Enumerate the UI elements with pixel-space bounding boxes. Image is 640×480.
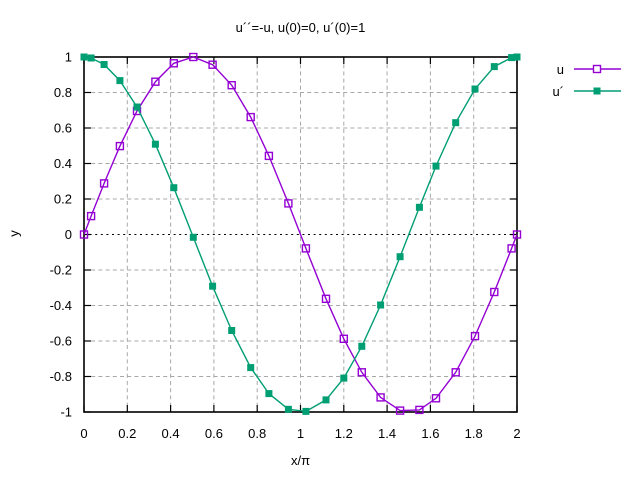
marker-u xyxy=(208,60,217,69)
marker-u xyxy=(512,230,522,239)
marker-u-prime xyxy=(513,53,521,61)
plot-title: u´´=-u, u(0)=0, u´(0)=1 xyxy=(235,20,366,35)
marker-u xyxy=(115,141,125,151)
y-tick-label: 0.2 xyxy=(54,192,72,207)
marker-u xyxy=(507,244,516,253)
marker-u-prime xyxy=(100,61,108,68)
marker-u-prime xyxy=(415,203,423,211)
marker-u xyxy=(321,294,331,303)
y-tick-label: -0.2 xyxy=(50,263,72,278)
marker-u-prime xyxy=(116,77,124,85)
legend-label-u-prime: u´ xyxy=(552,83,564,99)
marker-u-prime xyxy=(133,103,141,111)
legend-label-u: u xyxy=(556,61,564,77)
y-tick-label: -0.6 xyxy=(50,334,72,349)
y-tick-label: 0.6 xyxy=(54,121,72,136)
marker-u-prime xyxy=(209,282,217,290)
marker-u-prime xyxy=(265,390,273,398)
marker-u xyxy=(415,405,424,415)
x-tick-label: 1.4 xyxy=(378,426,396,441)
marker-u-prime xyxy=(87,54,95,62)
marker-u xyxy=(86,211,96,221)
marker-u-prime xyxy=(452,119,460,127)
marker-u xyxy=(264,151,274,161)
marker-u-prime xyxy=(340,374,348,382)
marker-u-prime xyxy=(189,233,197,241)
y-tick-label: -0.8 xyxy=(50,369,72,384)
marker-u-prime xyxy=(432,162,440,170)
marker-u xyxy=(99,179,109,188)
y-tick-label: 0 xyxy=(65,227,72,242)
legend-marker-u-prime xyxy=(593,87,601,95)
marker-u xyxy=(227,80,236,90)
marker-u-prime xyxy=(508,54,516,62)
marker-u xyxy=(339,334,348,343)
x-tick-label: 0.6 xyxy=(205,426,223,441)
marker-u-prime xyxy=(284,405,292,413)
legend-entry-u: u xyxy=(536,61,623,77)
y-axis-label: y xyxy=(6,230,22,237)
series-line-u-prime xyxy=(83,56,518,413)
x-tick-label: 1.2 xyxy=(335,426,353,441)
x-tick-label: 0 xyxy=(80,426,87,441)
y-tick-label: 0.8 xyxy=(54,85,72,100)
y-tick-label: 1 xyxy=(65,50,72,65)
marker-u-prime xyxy=(377,301,385,309)
marker-u-prime xyxy=(358,342,366,350)
y-tick-label: 0.4 xyxy=(54,156,72,171)
marker-u xyxy=(301,244,311,253)
marker-u-prime xyxy=(322,396,330,404)
legend: u u´ xyxy=(536,61,623,99)
marker-u xyxy=(451,368,460,377)
legend-sample-u-prime xyxy=(574,87,621,95)
marker-u xyxy=(376,393,385,402)
marker-u-prime xyxy=(396,253,404,261)
marker-u xyxy=(284,199,293,208)
marker-u-prime xyxy=(170,184,178,192)
x-tick-label: 2 xyxy=(513,426,520,441)
marker-u-prime xyxy=(471,85,479,93)
legend-marker-u xyxy=(592,64,602,74)
marker-u-prime xyxy=(247,364,255,372)
marker-u xyxy=(490,287,499,297)
x-tick-label: 0.8 xyxy=(248,426,266,441)
marker-u-prime xyxy=(490,63,498,71)
marker-u xyxy=(189,52,198,62)
marker-u xyxy=(395,406,405,415)
x-tick-label: 0.4 xyxy=(162,426,180,441)
x-tick-label: 1.8 xyxy=(465,426,483,441)
x-axis-label: x/π xyxy=(290,453,311,468)
x-tick-label: 1 xyxy=(297,426,304,441)
marker-u-prime xyxy=(228,327,236,334)
marker-u-prime xyxy=(80,53,88,61)
marker-u xyxy=(357,368,366,377)
x-tick-label: 1.6 xyxy=(421,426,439,441)
marker-u-prime xyxy=(302,407,310,415)
legend-entry-u-prime: u´ xyxy=(536,83,623,99)
legend-sample-u xyxy=(574,64,621,74)
y-tick-label: -1 xyxy=(60,405,72,420)
marker-u xyxy=(431,394,441,403)
marker-u xyxy=(169,59,179,68)
marker-u xyxy=(151,77,160,86)
marker-u xyxy=(246,112,255,122)
x-tick-label: 0.2 xyxy=(118,426,136,441)
marker-u xyxy=(470,331,480,341)
marker-u xyxy=(79,230,89,239)
marker-u-prime xyxy=(151,140,159,148)
y-tick-label: -0.4 xyxy=(50,298,72,313)
